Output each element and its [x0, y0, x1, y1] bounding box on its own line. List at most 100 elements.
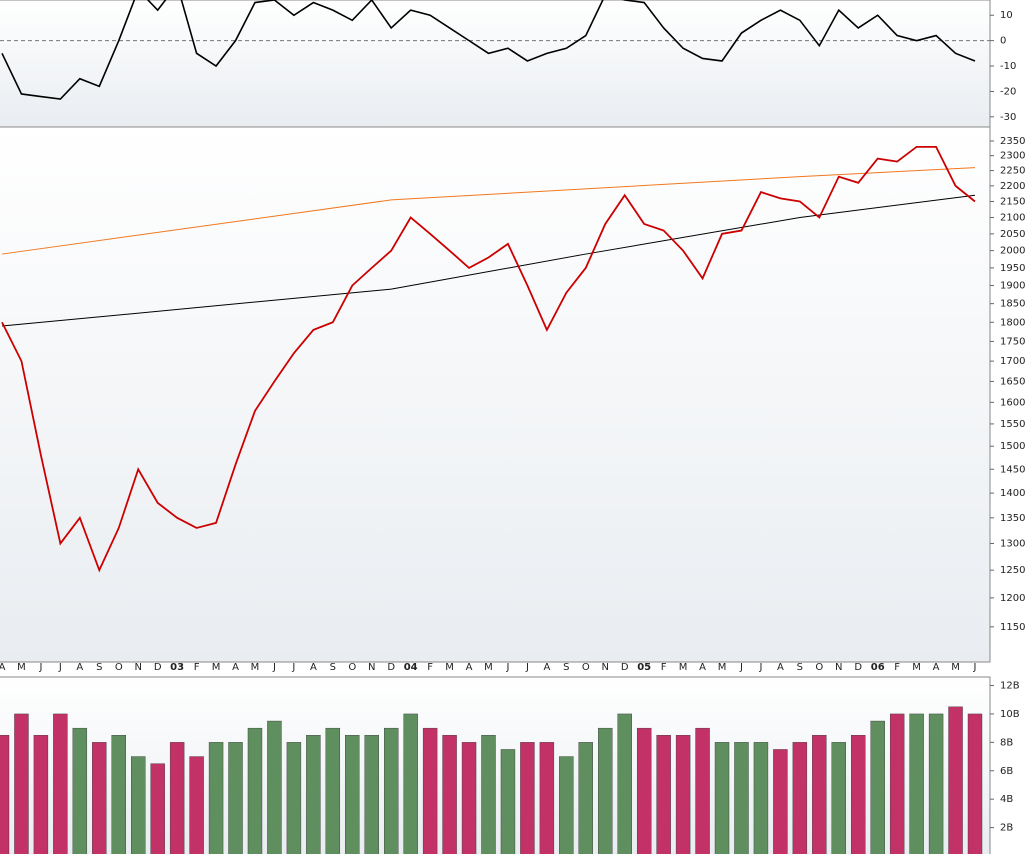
x-tick-label: N — [134, 662, 141, 673]
x-tick-label: S — [96, 662, 102, 673]
y-tick-label: 1500 — [1000, 441, 1025, 452]
x-tick-label: A — [310, 662, 317, 673]
volume-bar — [286, 742, 302, 854]
series-line — [1, 167, 976, 255]
volume-bar — [675, 735, 691, 854]
y-tick-label: 2050 — [1000, 229, 1025, 240]
y-tick-label: 1200 — [1000, 593, 1025, 604]
x-tick-label: O — [348, 662, 356, 673]
x-tick-label: 06 — [871, 662, 885, 673]
x-tick-label: A — [232, 662, 239, 673]
y-tick-label: 2300 — [1000, 151, 1025, 162]
y-tick-label: 2100 — [1000, 212, 1025, 223]
x-tick-label: 05 — [637, 662, 651, 673]
x-tick-label: J — [58, 662, 62, 673]
y-tick-label: 1450 — [1000, 464, 1025, 475]
y-tick-label: 12B — [1000, 681, 1020, 692]
volume-bar — [422, 727, 438, 854]
plot-area — [0, 706, 983, 854]
volume-bar — [520, 742, 535, 854]
volume-bar — [72, 727, 88, 854]
volume-bar — [403, 713, 418, 854]
y-tick-label: 8B — [1000, 737, 1013, 748]
y-tick-label: 0 — [1000, 36, 1006, 47]
volume-bar — [870, 720, 885, 854]
series-line — [1, 145, 976, 573]
x-tick-label: D — [854, 662, 862, 673]
volume-bar — [889, 713, 905, 854]
volume-bar — [306, 735, 321, 854]
x-tick-label: O — [582, 662, 590, 673]
x-tick-label: A — [933, 662, 940, 673]
x-tick-label: D — [621, 662, 629, 673]
volume-bar — [714, 742, 730, 854]
x-tick-label: A — [466, 662, 473, 673]
x-tick-label: J — [525, 662, 529, 673]
volume-bar — [792, 742, 808, 854]
y-tick-label: 1750 — [1000, 336, 1025, 347]
volume-bar — [267, 720, 282, 854]
y-tick-label: 6B — [1000, 766, 1013, 777]
volume-bar — [53, 713, 68, 854]
volume-bar — [851, 735, 866, 854]
x-tick-label: O — [115, 662, 123, 673]
x-tick-label: O — [815, 662, 823, 673]
x-tick-label: M — [484, 662, 493, 673]
x-tick-label: A — [76, 662, 83, 673]
x-tick-label: S — [563, 662, 569, 673]
y-tick-label: 1600 — [1000, 397, 1025, 408]
volume-bar — [208, 742, 224, 854]
x-tick-label: J — [739, 662, 743, 673]
volume-bar — [928, 713, 944, 854]
volume-bar — [228, 742, 243, 854]
x-tick-label: M — [212, 662, 221, 673]
y-tick-label: 4B — [1000, 794, 1013, 805]
volume-bar — [948, 706, 963, 854]
volume-bar — [364, 735, 379, 854]
volume-bar — [812, 735, 827, 854]
x-tick-label: J — [758, 662, 762, 673]
volume-bar — [111, 735, 126, 854]
volume-bar — [442, 735, 457, 854]
y-tick-label: 2B — [1000, 823, 1013, 834]
y-tick-label: 1150 — [1000, 622, 1025, 633]
x-tick-label: F — [194, 662, 200, 673]
volume-bar — [345, 735, 360, 854]
volume-bar — [598, 727, 613, 854]
y-tick-label: 1900 — [1000, 281, 1025, 292]
x-tick-label: M — [912, 662, 921, 673]
volume-bar — [325, 727, 341, 854]
price-panel — [0, 126, 991, 663]
volume-bar — [909, 713, 924, 854]
volume-bar — [189, 756, 204, 854]
volume-bar — [0, 735, 10, 854]
y-tick-label: 2200 — [1000, 181, 1025, 192]
y-tick-label: -20 — [1000, 86, 1016, 97]
y-tick-label: 10B — [1000, 709, 1020, 720]
volume-bar — [967, 713, 983, 854]
volume-bar — [169, 742, 185, 854]
x-tick-label: J — [272, 662, 276, 673]
y-tick-label: 1350 — [1000, 513, 1025, 524]
y-tick-label: 1950 — [1000, 263, 1025, 274]
plot-area — [0, 0, 990, 100]
volume-bar — [33, 735, 49, 854]
x-tick-label: N — [602, 662, 609, 673]
volume-bar — [500, 749, 516, 854]
x-tick-label: S — [797, 662, 803, 673]
x-tick-label: M — [718, 662, 727, 673]
plot-area — [1, 145, 976, 573]
volume-bar — [131, 756, 146, 854]
x-tick-label: J — [973, 662, 977, 673]
y-tick-label: 1550 — [1000, 419, 1025, 430]
x-tick-label: J — [38, 662, 42, 673]
volume-bar — [753, 742, 769, 854]
volume-bar — [636, 727, 652, 854]
x-tick-label: A — [777, 662, 784, 673]
x-tick-label: 03 — [170, 662, 184, 673]
volume-bar — [578, 742, 593, 854]
x-tick-label: N — [368, 662, 375, 673]
oscillator-panel — [0, 0, 991, 128]
y-tick-label: 1400 — [1000, 488, 1025, 499]
